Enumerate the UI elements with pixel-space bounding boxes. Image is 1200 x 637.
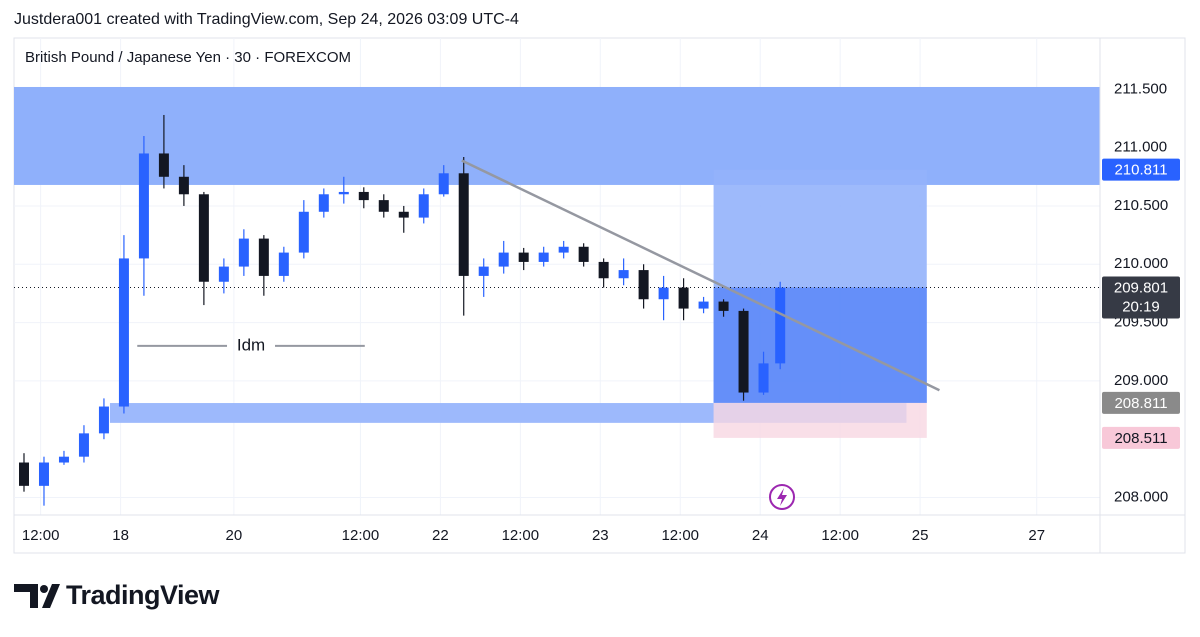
y-tick-label: 208.000 — [1114, 488, 1168, 505]
candle-body — [658, 287, 669, 300]
candle-body — [218, 266, 229, 282]
candle-body — [378, 200, 389, 212]
candle-body — [738, 310, 749, 393]
candle-body — [38, 462, 49, 486]
last-price-badge — [1102, 276, 1180, 319]
chart-title: British Pound / Japanese Yen · 30 · FORE… — [25, 49, 351, 66]
idm-label: Idm — [237, 335, 265, 354]
candle-body — [318, 194, 329, 212]
candle-body — [178, 176, 189, 195]
candle-body — [775, 287, 786, 364]
countdown-label: 20:19 — [1122, 298, 1160, 315]
x-tick-label: 18 — [112, 527, 129, 544]
candle-body — [238, 238, 249, 267]
logo-mark — [14, 584, 60, 608]
x-tick-label: 20 — [226, 527, 243, 544]
y-tick-label: 209.000 — [1114, 372, 1168, 389]
candle-body — [598, 261, 609, 279]
x-tick-label: 12:00 — [502, 527, 540, 544]
candle-body — [698, 301, 709, 309]
trendline — [461, 159, 940, 392]
candle-body — [278, 252, 289, 276]
candle-body — [678, 287, 689, 309]
x-tick-label: 12:00 — [22, 527, 60, 544]
candle-body — [498, 252, 509, 267]
candle-body — [298, 211, 309, 253]
x-tick-label: 12:00 — [342, 527, 380, 544]
price-badge — [1102, 158, 1180, 181]
price-badge — [1102, 391, 1180, 414]
candle-body — [118, 258, 129, 407]
candle-body — [418, 194, 429, 218]
last-price-label: 209.801 — [1114, 279, 1168, 296]
price-badge — [1102, 426, 1180, 449]
candle-body — [558, 246, 569, 253]
logo-text: TradingView — [66, 580, 221, 610]
x-tick-label: 22 — [432, 527, 449, 544]
candle-body — [18, 462, 29, 486]
candle-body — [518, 252, 529, 262]
zone — [109, 403, 907, 423]
candle-body — [458, 173, 469, 276]
y-tick-label: 210.000 — [1114, 255, 1168, 272]
price-badge-label: 210.811 — [1114, 162, 1167, 179]
zone — [14, 86, 1100, 185]
y-tick-label: 211.500 — [1114, 80, 1167, 97]
plot: Idm — [14, 86, 1100, 506]
candle-body — [158, 153, 169, 177]
candle-body — [398, 211, 409, 218]
candle-body — [438, 173, 449, 195]
price-badge-label: 208.511 — [1114, 430, 1167, 447]
candle-body — [538, 252, 549, 262]
price-badge-label: 208.811 — [1114, 395, 1167, 412]
x-tick-label: 25 — [912, 527, 929, 544]
x-tick-label: 12:00 — [821, 527, 859, 544]
candle-body — [618, 270, 629, 279]
candle-body — [358, 191, 369, 201]
candle-body — [78, 433, 89, 457]
candle-body — [478, 266, 489, 276]
y-tick-label: 211.000 — [1114, 139, 1167, 156]
candle-body — [578, 246, 589, 262]
candle-body — [138, 153, 149, 259]
x-tick-label: 27 — [1028, 527, 1045, 544]
header: Justdera001 created with TradingView.com… — [14, 11, 519, 28]
candle-body — [258, 238, 269, 276]
candle-body — [338, 191, 349, 195]
chart-frame — [13, 37, 1186, 554]
x-tick-label: 23 — [592, 527, 609, 544]
candle-body — [58, 456, 69, 463]
x-tick-label: 24 — [752, 527, 769, 544]
alert-icon[interactable] — [769, 484, 795, 510]
candle-body — [638, 270, 649, 300]
candle-body — [198, 194, 209, 282]
x-tick-label: 12:00 — [661, 527, 699, 544]
candle-body — [758, 363, 769, 393]
candle-body — [98, 406, 109, 434]
position-stop — [713, 402, 927, 438]
position-progress — [713, 287, 927, 403]
y-tick-label: 210.500 — [1114, 197, 1168, 214]
candle-body — [718, 301, 729, 311]
